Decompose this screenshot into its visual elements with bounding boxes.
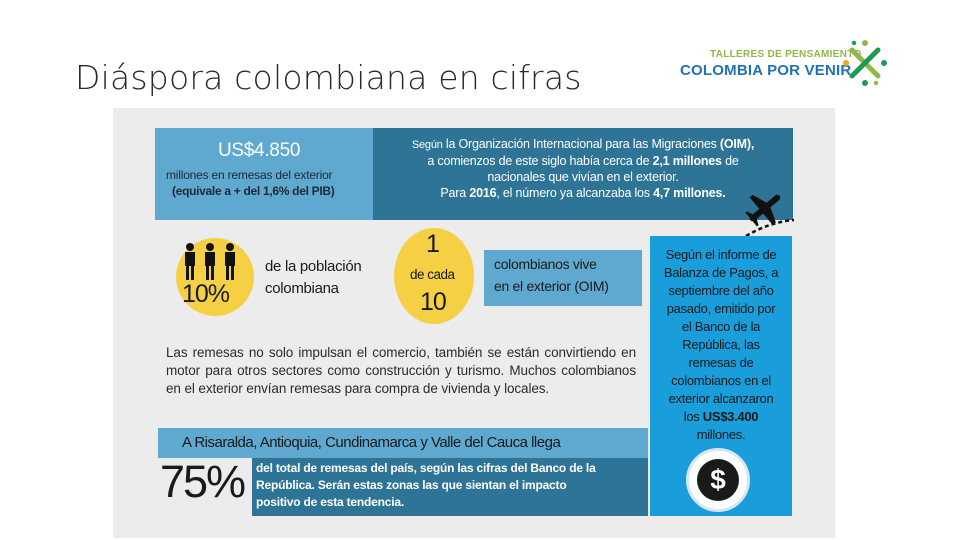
abroad-box: colombianos vive en el exterior (OIM) xyxy=(484,250,642,306)
remesas-paragraph: Las remesas no solo impulsan el comercio… xyxy=(166,345,636,396)
banco-line: remesas de xyxy=(688,355,754,370)
population-percent: 10% xyxy=(182,280,230,308)
oim-text: la Organización Internacional para las M… xyxy=(442,137,720,151)
logo: TALLERES DE PENSAMIENTO COLOMBIA POR VEN… xyxy=(680,40,890,96)
oim-line-4: Para 2016, el número ya alcanzaba los 4,… xyxy=(373,185,793,201)
oim-line-1: Según la Organización Internacional para… xyxy=(373,136,793,153)
banco-line: el Banco de la xyxy=(681,319,761,334)
oim-figure: 4,7 millones. xyxy=(653,186,726,200)
ratio-ten: 10 xyxy=(420,288,447,316)
banco-text: los xyxy=(683,409,703,424)
banco-line: colombianos en el xyxy=(671,373,771,388)
remesas-amount: US$4.850 xyxy=(218,140,301,161)
ratio-label: de cada xyxy=(410,267,455,282)
dollar-badge: $ xyxy=(686,448,750,512)
banco-amount-line: los US$3.400 xyxy=(650,408,792,426)
total-box: del total de remesas del país, según las… xyxy=(252,458,648,516)
logo-mark-icon xyxy=(843,40,887,86)
remesas-equivalence: (equivale a + del 1,6% del PIB) xyxy=(172,184,335,198)
banco-text: Según el informe de Balanza de Pagos, a … xyxy=(650,246,792,444)
remesas-subtitle: millones en remesas del exterior xyxy=(166,168,333,182)
banco-amount: US$3.400 xyxy=(702,409,759,424)
oim-year: 2016 xyxy=(469,186,497,200)
oim-text: , el número ya alcanzaba los xyxy=(496,186,654,200)
oim-text: de xyxy=(721,154,739,168)
flight-path-icon xyxy=(745,218,795,238)
oim-figure: 2,1 millones xyxy=(652,154,722,168)
oim-line-2: a comienzos de este siglo había cerca de… xyxy=(373,153,793,169)
total-line-2: República. Serán estas zonas las que sie… xyxy=(256,478,567,492)
regions-text: A Risaralda, Antioquia, Cundinamarca y V… xyxy=(182,434,561,451)
total-line-1: del total de remesas del país, según las… xyxy=(256,461,596,475)
slide-title: Diáspora colombiana en cifras xyxy=(75,58,582,97)
oim-text: Según xyxy=(411,139,443,151)
oim-line-3: nacionales que vivían en el exterior. xyxy=(487,170,679,184)
banco-line: exterior alcanzaron xyxy=(668,391,774,406)
regions-bar: A Risaralda, Antioquia, Cundinamarca y V… xyxy=(158,428,648,458)
total-line-3: positivo de esta tendencia. xyxy=(256,495,404,509)
oim-acronym: (OIM), xyxy=(719,137,755,151)
total-percent: 75% xyxy=(160,456,246,507)
population-label-2: colombiana xyxy=(265,280,339,297)
abroad-label-2: en el exterior (OIM) xyxy=(494,278,609,294)
remesas-box: US$4.850 millones en remesas del exterio… xyxy=(155,128,373,220)
banco-line: República, las xyxy=(682,337,760,352)
banco-line: Según el informe de xyxy=(665,247,777,262)
abroad-label-1: colombianos vive xyxy=(494,256,597,272)
banco-line: Balanza de Pagos, a xyxy=(663,265,779,280)
oim-text: a comienzos de este siglo había cerca de xyxy=(427,154,653,168)
ratio-one: 1 xyxy=(426,230,440,258)
ratio-circle xyxy=(394,228,474,324)
oim-box: Según la Organización Internacional para… xyxy=(373,128,793,220)
logo-tagline: TALLERES DE PENSAMIENTO xyxy=(710,49,862,60)
oim-text: Para xyxy=(440,186,470,200)
banco-line: septiembre del año xyxy=(668,283,774,298)
airplane-icon xyxy=(745,194,781,227)
banco-line: millones. xyxy=(696,427,746,442)
logo-name: COLOMBIA POR VENIR xyxy=(680,62,852,79)
people-icon xyxy=(185,243,235,280)
population-label-1: de la población xyxy=(265,258,362,275)
banco-line: pasado, emitido por xyxy=(666,301,776,316)
dollar-icon: $ xyxy=(697,459,739,501)
